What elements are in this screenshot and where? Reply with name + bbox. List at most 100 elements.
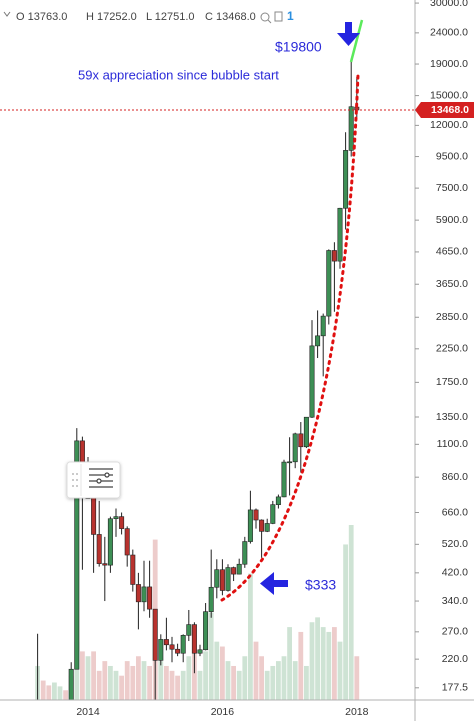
candle-body	[175, 648, 181, 654]
y-tick-label: 24000.0	[430, 27, 468, 39]
y-tick-label: 2850.0	[436, 311, 468, 323]
candle-body	[102, 563, 108, 566]
volume-bar	[225, 661, 231, 700]
volume-bar	[102, 661, 108, 700]
y-tick-label: 7500.0	[436, 182, 468, 194]
volume-bar	[298, 631, 304, 700]
ohlc-low: L 12751.0	[146, 11, 195, 23]
candle-body	[119, 516, 125, 529]
candle-body	[191, 624, 197, 654]
candle-body	[203, 611, 209, 651]
y-tick-label: 19000.0	[430, 58, 468, 70]
candle-body	[96, 534, 102, 564]
candle-body	[292, 433, 298, 463]
candle-body	[163, 639, 169, 646]
y-tick-label: 660.0	[442, 506, 468, 518]
candle-body	[331, 250, 337, 262]
y-tick-label: 1750.0	[436, 376, 468, 388]
volume-bar	[113, 670, 119, 700]
header-tools[interactable]	[260, 11, 283, 24]
volume-bar	[46, 685, 52, 700]
candle-body	[231, 567, 237, 575]
ohlc-open: O 13763.0	[16, 11, 67, 23]
candle-body	[247, 509, 253, 542]
candle-body	[147, 586, 153, 610]
candle-body	[270, 504, 276, 524]
volume-bar	[304, 665, 309, 700]
badge: 1	[287, 9, 294, 23]
candle-body	[186, 624, 192, 636]
volume-bar	[253, 641, 259, 700]
candle-body	[225, 567, 231, 591]
volume-bar	[214, 641, 220, 700]
volume-bar	[248, 573, 253, 700]
volume-bar	[326, 631, 332, 700]
volume-bar	[287, 627, 292, 700]
y-tick-label: 2250.0	[436, 343, 468, 355]
annotation: $333	[305, 577, 336, 593]
volume-bar	[354, 656, 360, 700]
volume-bar	[203, 651, 208, 700]
volume-bar	[164, 665, 169, 700]
volume-bar	[231, 665, 236, 700]
candle-body	[197, 649, 203, 654]
volume-layer	[35, 525, 360, 700]
candle-body	[124, 528, 130, 556]
volume-bar	[337, 641, 343, 700]
candle-body	[242, 541, 248, 565]
y-tick-label: 3650.0	[436, 278, 468, 290]
y-tick-label: 5900.0	[436, 214, 468, 226]
toolbar-widget[interactable]	[66, 461, 121, 499]
volume-bar	[108, 665, 113, 700]
y-tick-label: 340.0	[442, 595, 468, 607]
annotation: $19800	[275, 39, 322, 55]
candle-body	[281, 461, 287, 498]
volume-bar	[276, 661, 281, 700]
volume-bar	[242, 656, 248, 700]
header-icons	[3, 11, 11, 17]
volume-bar	[348, 525, 354, 700]
candle-body	[343, 150, 349, 209]
volume-bar	[343, 544, 348, 700]
volume-bar	[270, 665, 276, 700]
candle-body	[74, 440, 80, 670]
candle-body	[141, 586, 147, 603]
arrow-down	[337, 22, 360, 46]
volume-bar	[236, 670, 242, 700]
y-tick-label: 1100.0	[437, 438, 468, 450]
volume-bar	[80, 651, 85, 700]
x-tick-label: 2018	[345, 706, 369, 718]
candle-body	[208, 586, 214, 612]
volume-bar	[57, 686, 63, 700]
volume-bar	[220, 646, 225, 700]
volume-bar	[136, 656, 141, 700]
candle-body	[180, 635, 186, 654]
volume-bar	[158, 661, 164, 700]
ohlc-close: C 13468.0	[205, 11, 256, 23]
y-tick-label: 177.5	[442, 682, 468, 694]
volume-bar	[264, 670, 270, 700]
candle-body	[236, 563, 242, 575]
ohlc-high: H 17252.0	[86, 11, 137, 23]
volume-bar	[208, 612, 214, 700]
y-tick-label: 420.0	[442, 567, 468, 579]
y-tick-label: 9500.0	[436, 150, 468, 162]
volume-bar	[169, 670, 175, 700]
y-tick-label: 15000.0	[430, 89, 468, 101]
candle-body	[130, 554, 136, 585]
volume-bar	[292, 661, 298, 700]
volume-bar	[63, 690, 68, 700]
y-tick-label: 12000.0	[430, 119, 468, 131]
x-tick-label: 2014	[76, 706, 100, 718]
candle-body	[303, 416, 309, 448]
candle-body	[152, 608, 158, 661]
y-tick-label: 270.0	[442, 626, 468, 638]
volume-bar	[85, 656, 91, 700]
candle-body	[214, 569, 220, 588]
volume-bar	[40, 680, 46, 700]
candle-body	[337, 207, 343, 262]
volume-bar	[192, 651, 197, 700]
candle-body	[135, 584, 141, 603]
candle-body	[315, 335, 321, 347]
